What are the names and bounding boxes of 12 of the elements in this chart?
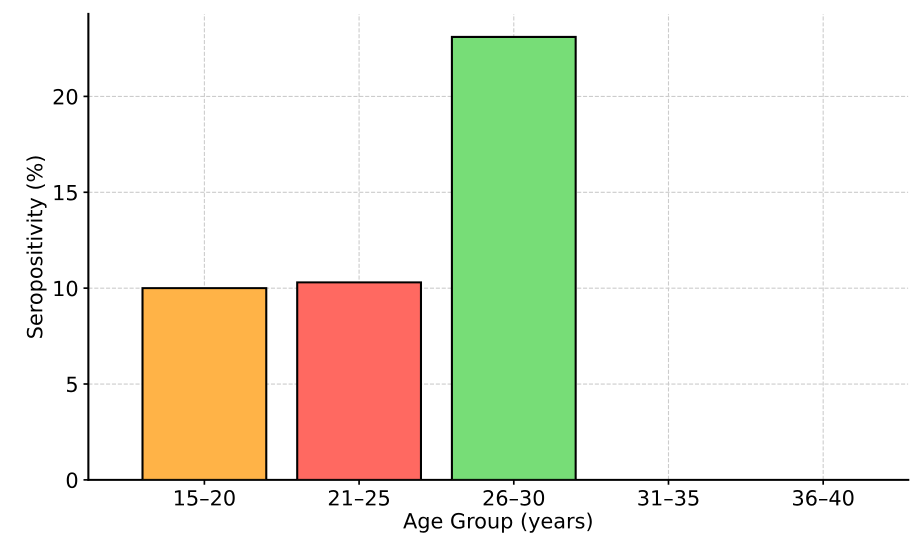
- y-tick-label: 10: [54, 280, 78, 296]
- x-tick-label: 15–20: [174, 490, 235, 506]
- y-tick-label: 20: [54, 88, 78, 105]
- x-tick-label: 36–40: [793, 490, 854, 506]
- y-tick-label: 5: [67, 376, 77, 392]
- y-axis-title: Seropositivity (%): [26, 156, 47, 338]
- x-tick-label: 26–30: [484, 490, 544, 506]
- x-tick-label: 31–35: [638, 490, 698, 506]
- x-tick-label: 21–25: [328, 490, 389, 506]
- y-tick-label: 0: [66, 472, 78, 488]
- y-tick-label: 15: [54, 184, 77, 200]
- x-axis-title: Age Group (years): [403, 512, 592, 533]
